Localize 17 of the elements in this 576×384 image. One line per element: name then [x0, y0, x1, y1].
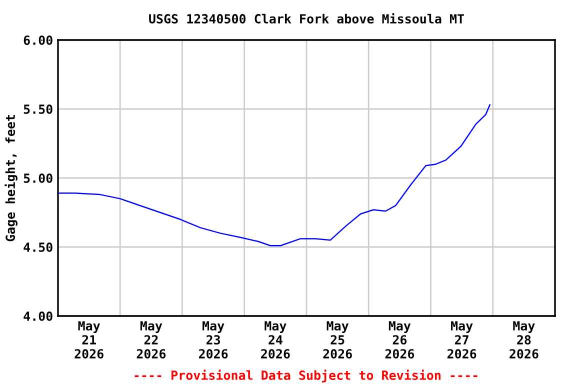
x-tick-label: May 23 2026 [198, 321, 228, 359]
x-tick-label: May 24 2026 [261, 321, 290, 359]
y-tick-label: 6.00 [24, 35, 52, 45]
y-tick-label: 4.50 [24, 242, 52, 252]
x-tick-label: May 26 2026 [385, 321, 414, 359]
x-tick-label: May 27 2026 [447, 321, 476, 359]
y-tick-label: 5.00 [24, 173, 52, 183]
y-tick-label: 4.00 [24, 311, 52, 321]
text: ---- Provisional Data Subject to Revision ---- [134, 370, 478, 382]
x-tick-label: May 22 2026 [136, 321, 166, 359]
x-tick-label: May 28 2026 [510, 321, 538, 359]
chart-title: USGS 12340500 Clark Fork above Missoula MT [149, 13, 464, 24]
x-tick-label: May 25 2026 [323, 321, 352, 359]
line-series [58, 104, 490, 246]
x-tick-label: May 21 2026 [74, 321, 104, 359]
y-tick-label: 5.50 [24, 104, 52, 114]
y-axis-title: Gage height, feet [4, 115, 18, 242]
